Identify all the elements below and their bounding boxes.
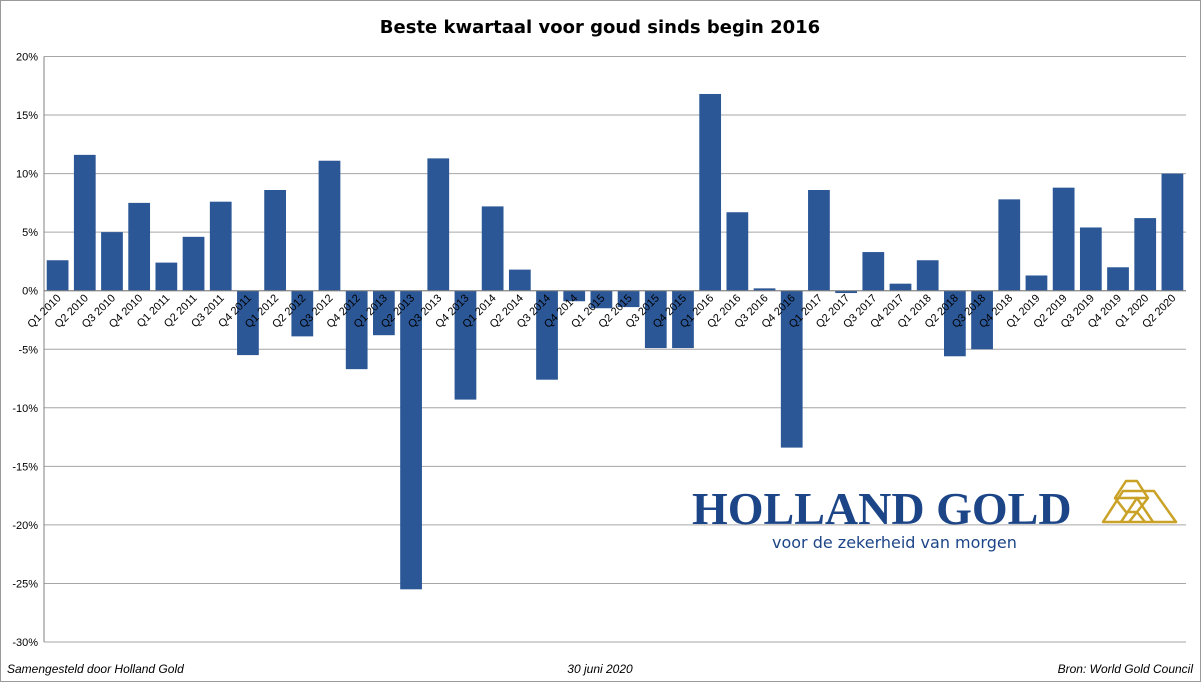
- bar: [291, 290, 314, 337]
- y-tick-label: 5%: [22, 227, 38, 239]
- bar: [1107, 267, 1129, 291]
- bar: [400, 290, 422, 590]
- bar: [508, 269, 531, 291]
- y-tick-label: -15%: [12, 461, 38, 473]
- bar: [1025, 275, 1048, 291]
- bar: [1079, 227, 1102, 291]
- logo-name: HOLLAND GOLD: [692, 483, 1072, 534]
- bar: [889, 283, 912, 291]
- y-tick-label: -20%: [12, 520, 38, 532]
- footer-date: 30 juni 2020: [567, 662, 633, 676]
- bar: [318, 160, 341, 291]
- bar: [1134, 218, 1157, 291]
- bar: [46, 260, 69, 291]
- y-tick-label: 0%: [22, 286, 38, 298]
- bar: [563, 290, 586, 302]
- bars: [46, 93, 1184, 590]
- bar: [155, 262, 178, 291]
- bar: [998, 199, 1021, 291]
- holland-gold-logo: HOLLAND GOLD voor de zekerheid van morge…: [692, 479, 1178, 552]
- bar: [128, 202, 151, 291]
- bar: [699, 93, 722, 291]
- y-tick-label: -10%: [12, 403, 38, 415]
- bar: [617, 290, 640, 308]
- bar: [862, 252, 885, 291]
- bar: [672, 290, 694, 349]
- bar: [971, 290, 993, 350]
- bar: [237, 290, 259, 356]
- bar: [536, 290, 558, 380]
- bar: [481, 206, 504, 291]
- bar: [944, 290, 966, 357]
- gold-bars-icon: [1101, 479, 1178, 524]
- bar: [644, 290, 667, 349]
- bar: [73, 154, 96, 291]
- bar: [1052, 187, 1075, 291]
- footer-compiled-by: Samengesteld door Holland Gold: [7, 662, 184, 676]
- y-tick-label: -25%: [12, 578, 38, 590]
- gridlines: [44, 56, 1186, 643]
- bar: [916, 260, 939, 291]
- bar: [182, 236, 205, 291]
- y-tick-label: -5%: [18, 344, 38, 356]
- bar: [454, 290, 477, 400]
- bar: [726, 212, 749, 291]
- logo-tagline: voor de zekerheid van morgen: [772, 533, 1017, 552]
- bar: [1161, 173, 1184, 291]
- bar: [780, 290, 803, 448]
- y-tick-label: -30%: [12, 637, 38, 649]
- y-tick-label: 20%: [16, 52, 38, 64]
- bar: [373, 290, 395, 336]
- bar: [835, 290, 857, 294]
- bar: [808, 189, 830, 291]
- bar: [264, 189, 286, 291]
- y-axis-ticks: 20% 15% 10% 5% 0% -5% -10% -15% -20% -25% -30%: [12, 52, 38, 650]
- bar: [590, 290, 613, 309]
- footer-source: Bron: World Gold Council: [1058, 662, 1194, 676]
- bar: [101, 232, 123, 291]
- bar: [427, 158, 450, 291]
- chart-title: Beste kwartaal voor goud sinds begin 201…: [380, 17, 820, 38]
- y-tick-label: 15%: [16, 110, 38, 122]
- bar: [753, 288, 776, 291]
- y-tick-label: 10%: [16, 169, 38, 181]
- bar: [345, 290, 368, 370]
- bar: [209, 201, 232, 291]
